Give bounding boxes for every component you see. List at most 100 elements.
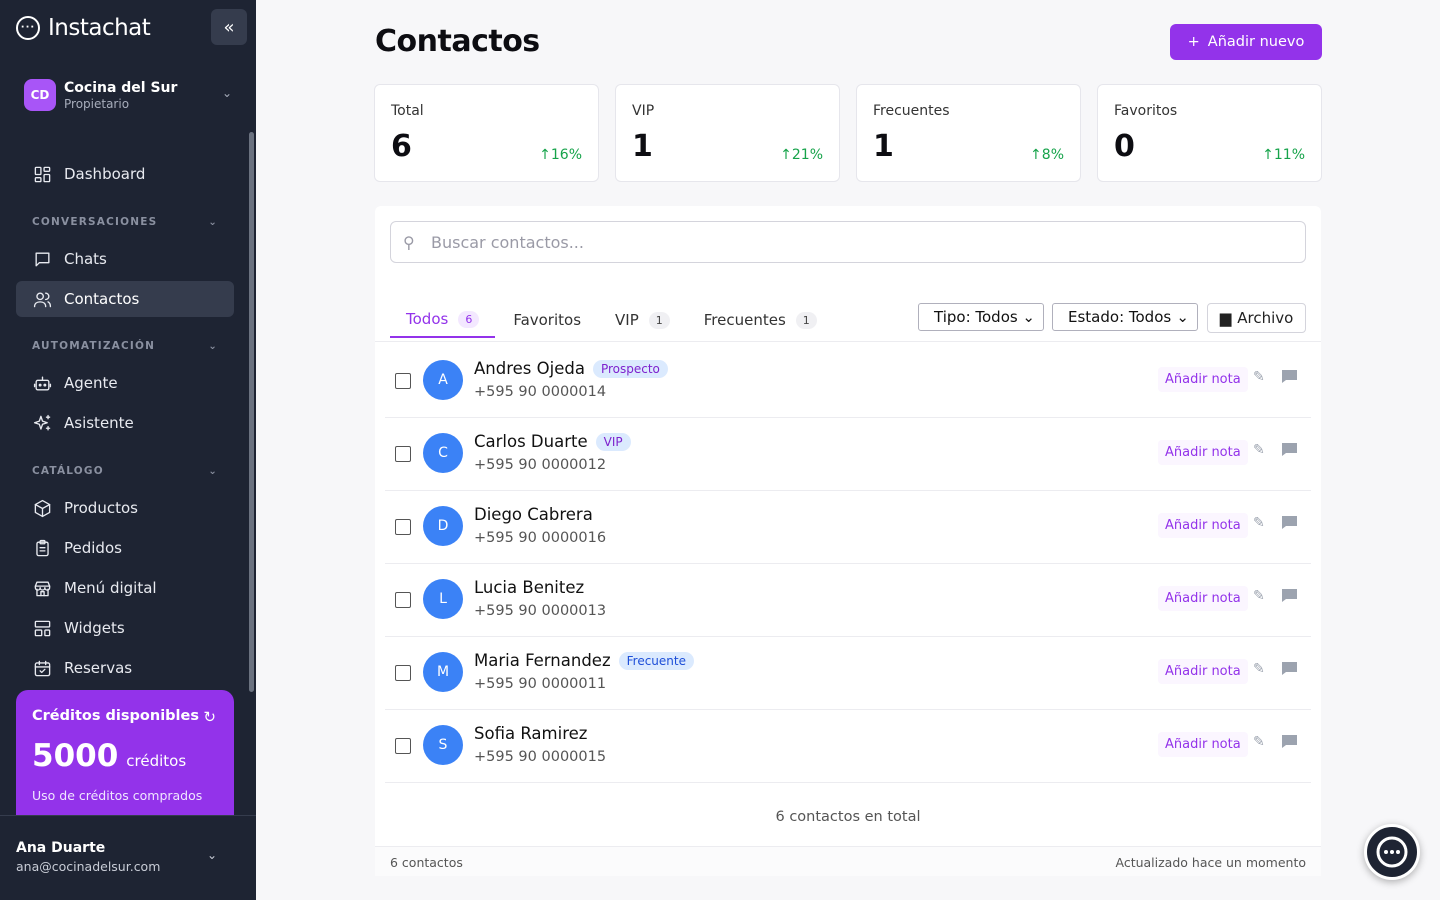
message-icon[interactable] xyxy=(1282,370,1297,383)
add-note-button[interactable]: Añadir nota xyxy=(1158,659,1248,684)
message-icon[interactable] xyxy=(1282,589,1297,602)
chevron-down-icon: ⌄ xyxy=(221,86,232,100)
search-box[interactable]: ⚲ xyxy=(390,221,1306,263)
message-icon[interactable] xyxy=(1282,516,1297,529)
status-filter-select[interactable]: Estado: Todos ⌄ xyxy=(1052,303,1198,331)
stat-card-total: Total 6 ↑16% xyxy=(374,84,599,182)
user-menu[interactable]: Ana Duarte ana@cocinadelsur.com ⌄ xyxy=(0,815,256,900)
stat-change: ↑16% xyxy=(539,147,582,163)
chevron-down-icon: ⌄ xyxy=(1022,308,1035,326)
archive-label: Archivo xyxy=(1237,309,1294,327)
row-checkbox[interactable] xyxy=(395,446,411,462)
select-value: Tipo: Todos xyxy=(934,308,1018,326)
collapse-sidebar-button[interactable]: « xyxy=(211,9,247,45)
sidebar-item-agent[interactable]: Agente xyxy=(16,365,234,401)
row-checkbox[interactable] xyxy=(395,665,411,681)
row-checkbox[interactable] xyxy=(395,373,411,389)
archive-button[interactable]: ▆ Archivo xyxy=(1207,303,1306,333)
contact-row[interactable]: S Sofia Ramirez +595 90 0000015 Añadir n… xyxy=(385,710,1311,783)
contact-row[interactable]: M Maria Fernandez Frecuente +595 90 0000… xyxy=(385,637,1311,710)
section-label: AUTOMATIZACIÓN xyxy=(32,340,156,352)
add-note-button[interactable]: Añadir nota xyxy=(1158,367,1248,392)
sidebar-item-chats[interactable]: Chats xyxy=(16,241,234,277)
sidebar-item-dashboard[interactable]: Dashboard xyxy=(16,156,234,192)
sidebar-item-widgets[interactable]: Widgets xyxy=(16,610,234,646)
org-role: Propietario xyxy=(64,96,130,111)
refresh-icon[interactable]: ↻ xyxy=(203,708,216,726)
contact-phone: +595 90 0000014 xyxy=(474,384,607,400)
tab-label: Todos xyxy=(406,310,449,328)
pencil-icon[interactable]: ✎ xyxy=(1253,515,1265,531)
add-note-button[interactable]: Añadir nota xyxy=(1158,440,1248,465)
chat-dots-icon xyxy=(1376,836,1408,868)
sidebar-item-label: Contactos xyxy=(64,290,140,308)
contact-tag: Frecuente xyxy=(618,651,694,670)
sparkles-icon xyxy=(32,413,52,433)
tab-all[interactable]: Todos 6 xyxy=(390,302,496,338)
add-new-button[interactable]: + Añadir nuevo xyxy=(1170,24,1322,60)
stat-label: Frecuentes xyxy=(873,103,950,119)
pencil-icon[interactable]: ✎ xyxy=(1253,661,1265,677)
brand[interactable]: ··· Instachat xyxy=(16,12,151,44)
sidebar-item-bookings[interactable]: Reservas xyxy=(16,650,234,686)
filter-tabs: Todos 6 Favoritos VIP 1 Frecuentes 1 xyxy=(390,302,835,338)
contact-row[interactable]: C Carlos Duarte VIP +595 90 0000012 Añad… xyxy=(385,418,1311,491)
message-icon[interactable] xyxy=(1282,443,1297,456)
contact-name[interactable]: Sofia Ramirez xyxy=(474,724,588,743)
contact-name[interactable]: Andres Ojeda xyxy=(474,359,585,378)
sidebar-item-orders[interactable]: Pedidos xyxy=(16,530,234,566)
section-automation[interactable]: AUTOMATIZACIÓN ⌄ xyxy=(32,338,218,354)
list-footer: 6 contactos Actualizado hace un momento xyxy=(375,846,1321,876)
message-icon[interactable] xyxy=(1282,662,1297,675)
sidebar-item-label: Asistente xyxy=(64,414,134,432)
sidebar-item-digital-menu[interactable]: Menú digital xyxy=(16,570,234,606)
section-label: CONVERSACIONES xyxy=(32,216,158,228)
contact-row[interactable]: L Lucia Benitez +595 90 0000013 Añadir n… xyxy=(385,564,1311,637)
contact-name[interactable]: Lucia Benitez xyxy=(474,578,585,597)
pencil-icon[interactable]: ✎ xyxy=(1253,734,1265,750)
tab-frequent[interactable]: Frecuentes 1 xyxy=(688,302,833,338)
pencil-icon[interactable]: ✎ xyxy=(1253,369,1265,385)
chat-widget-button[interactable] xyxy=(1364,824,1420,880)
tab-count: 1 xyxy=(795,311,817,329)
contact-phone: +595 90 0000015 xyxy=(474,749,607,765)
contact-name[interactable]: Maria Fernandez xyxy=(474,651,611,670)
add-new-label: Añadir nuevo xyxy=(1207,34,1305,50)
add-note-button[interactable]: Añadir nota xyxy=(1158,513,1248,538)
row-checkbox[interactable] xyxy=(395,592,411,608)
divider xyxy=(375,341,1321,342)
message-icon[interactable] xyxy=(1282,735,1297,748)
tab-count: 6 xyxy=(458,310,480,328)
section-conversations[interactable]: CONVERSACIONES ⌄ xyxy=(32,214,218,230)
sidebar-item-products[interactable]: Productos xyxy=(16,490,234,526)
contact-row[interactable]: A Andres Ojeda Prospecto +595 90 0000014… xyxy=(385,345,1311,418)
contact-name[interactable]: Carlos Duarte xyxy=(474,432,588,451)
tab-vip[interactable]: VIP 1 xyxy=(599,302,686,338)
stat-card-vip: VIP 1 ↑21% xyxy=(615,84,840,182)
avatar: M xyxy=(423,652,463,692)
add-note-button[interactable]: Añadir nota xyxy=(1158,586,1248,611)
sidebar-scrollbar[interactable] xyxy=(249,132,254,692)
stat-change: ↑21% xyxy=(780,147,823,163)
sidebar-item-label: Widgets xyxy=(64,619,125,637)
pencil-icon[interactable]: ✎ xyxy=(1253,442,1265,458)
add-note-button[interactable]: Añadir nota xyxy=(1158,732,1248,757)
contact-phone: +595 90 0000011 xyxy=(474,676,607,692)
row-checkbox[interactable] xyxy=(395,738,411,754)
row-checkbox[interactable] xyxy=(395,519,411,535)
contact-row[interactable]: D Diego Cabrera +595 90 0000016 Añadir n… xyxy=(385,491,1311,564)
contact-tag: VIP xyxy=(595,432,631,451)
sidebar-item-contacts[interactable]: Contactos xyxy=(16,281,234,317)
search-input[interactable] xyxy=(431,232,1281,252)
contacts-total-text: 6 contactos en total xyxy=(775,809,921,825)
stat-value: 6 xyxy=(391,129,412,164)
section-catalog[interactable]: CATÁLOGO ⌄ xyxy=(32,463,218,479)
contact-phone: +595 90 0000012 xyxy=(474,457,607,473)
contact-name[interactable]: Diego Cabrera xyxy=(474,505,593,524)
tab-favorites[interactable]: Favoritos xyxy=(497,302,597,338)
org-switcher[interactable]: CD Cocina del Sur Propietario ⌄ xyxy=(24,78,240,112)
plus-icon: + xyxy=(1187,34,1200,50)
sidebar-item-assistant[interactable]: Asistente xyxy=(16,405,234,441)
pencil-icon[interactable]: ✎ xyxy=(1253,588,1265,604)
type-filter-select[interactable]: Tipo: Todos ⌄ xyxy=(918,303,1044,331)
